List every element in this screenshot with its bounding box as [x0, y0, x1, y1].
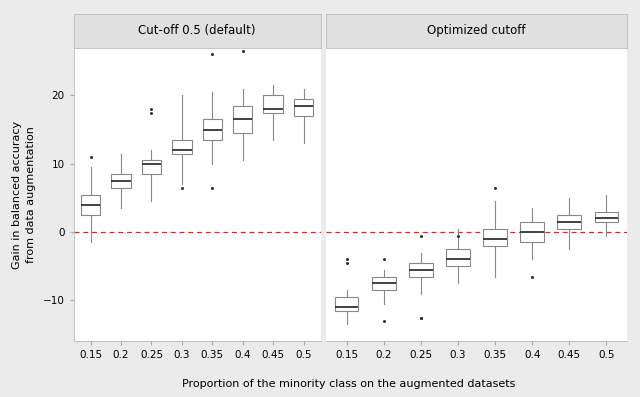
Bar — [409, 263, 433, 277]
Bar — [335, 297, 358, 311]
Text: Optimized cutoff: Optimized cutoff — [428, 24, 525, 37]
Bar — [483, 229, 507, 246]
Bar — [446, 249, 470, 266]
Text: Cut-off 0.5 (default): Cut-off 0.5 (default) — [138, 24, 256, 37]
Bar — [372, 277, 396, 290]
Bar — [111, 174, 131, 188]
Bar — [203, 119, 222, 140]
Y-axis label: Gain in balanced accuracy
from data augmentation: Gain in balanced accuracy from data augm… — [12, 120, 36, 269]
Bar — [264, 95, 283, 112]
Bar — [172, 140, 191, 154]
Bar — [557, 215, 581, 229]
Bar — [294, 99, 314, 116]
Bar — [141, 160, 161, 174]
Bar — [233, 106, 253, 133]
Bar — [81, 195, 100, 215]
Text: Proportion of the minority class on the augmented datasets: Proportion of the minority class on the … — [182, 379, 515, 389]
Bar — [595, 212, 618, 222]
Bar — [520, 222, 544, 242]
